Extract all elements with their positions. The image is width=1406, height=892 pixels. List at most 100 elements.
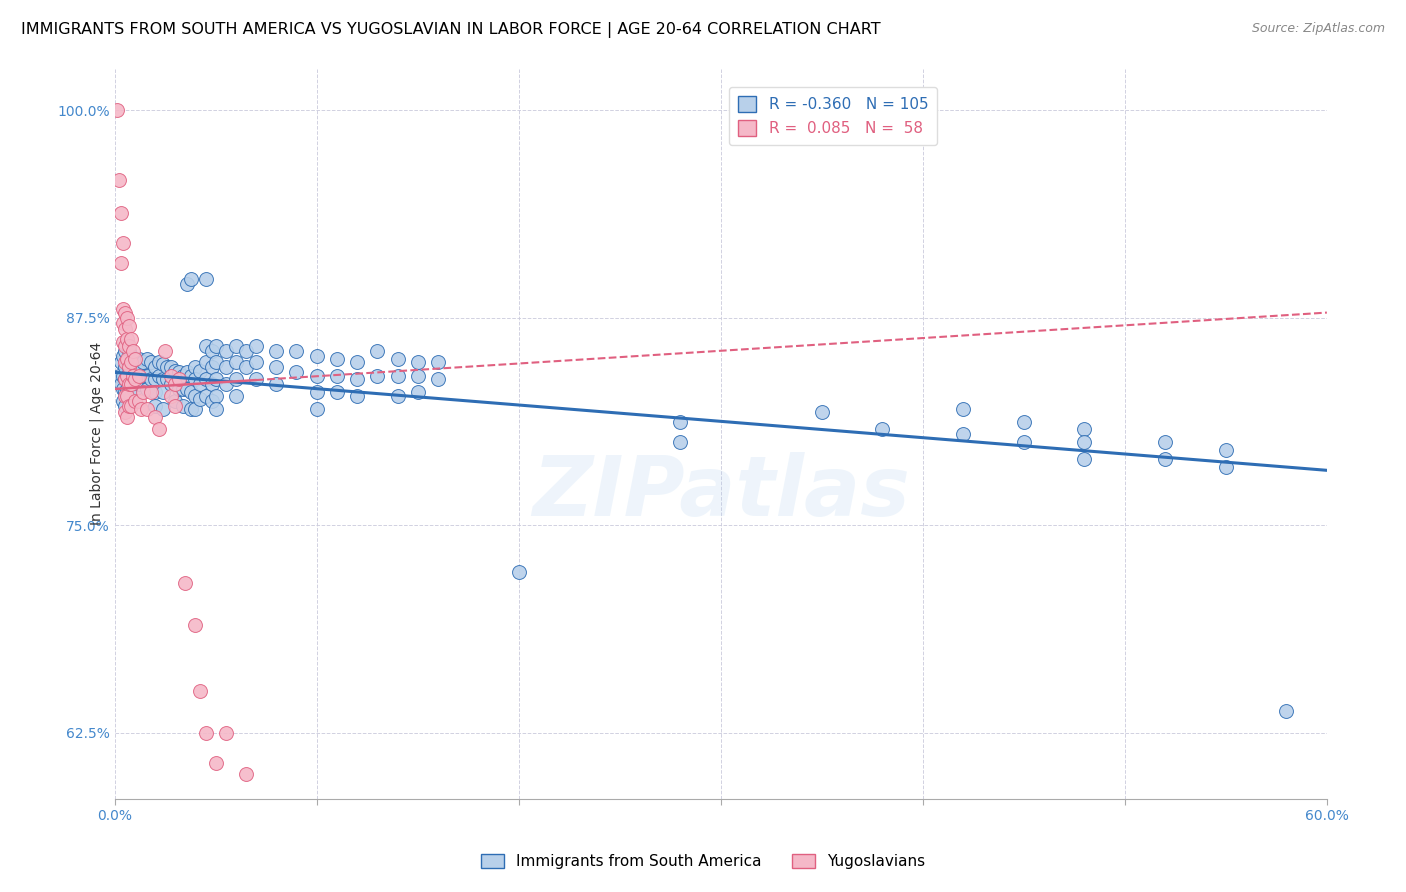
Point (169, 365, 191, 379)
Point (245, 372, 267, 386)
Point (1073, 435, 1095, 450)
Point (114, 305, 136, 319)
Point (346, 372, 368, 386)
Point (115, 339, 138, 353)
Point (1275, 704, 1298, 718)
Point (148, 355, 170, 369)
Point (326, 352, 349, 367)
Point (184, 372, 207, 386)
Point (326, 385, 349, 400)
Point (387, 389, 409, 403)
Text: ZIPatlas: ZIPatlas (531, 451, 910, 533)
Point (194, 339, 217, 353)
Point (204, 339, 226, 353)
Point (201, 360, 224, 375)
Point (508, 565, 530, 579)
Point (120, 364, 142, 378)
Point (114, 399, 136, 413)
Point (114, 405, 136, 419)
Point (111, 335, 134, 350)
Point (118, 339, 141, 353)
Point (872, 422, 894, 436)
Text: IMMIGRANTS FROM SOUTH AMERICA VS YUGOSLAVIAN IN LABOR FORCE | AGE 20-64 CORRELAT: IMMIGRANTS FROM SOUTH AMERICA VS YUGOSLA… (21, 22, 880, 38)
Point (115, 410, 138, 425)
Point (120, 389, 142, 403)
Point (235, 360, 257, 375)
Point (124, 352, 146, 367)
Point (139, 385, 162, 400)
Point (225, 339, 247, 353)
Point (266, 343, 288, 358)
Point (120, 349, 142, 363)
Point (1154, 451, 1177, 466)
Point (156, 372, 179, 386)
Point (115, 368, 138, 383)
Point (121, 368, 143, 383)
Point (121, 343, 143, 358)
Point (160, 360, 183, 375)
Point (215, 725, 238, 739)
Point (184, 360, 207, 375)
Point (143, 372, 166, 386)
Point (305, 401, 328, 416)
Point (225, 389, 247, 403)
Point (120, 376, 142, 391)
Point (952, 426, 974, 441)
Point (204, 372, 226, 386)
Point (305, 349, 328, 363)
Point (111, 393, 134, 408)
Point (225, 355, 247, 369)
Point (114, 372, 136, 386)
Point (201, 343, 224, 358)
Point (215, 343, 238, 358)
Point (215, 360, 238, 375)
Point (194, 389, 217, 403)
Point (406, 368, 429, 383)
Point (114, 372, 136, 386)
Point (136, 382, 159, 396)
Point (1215, 443, 1237, 458)
Point (406, 385, 429, 400)
Point (387, 352, 409, 367)
Point (132, 385, 155, 400)
Point (143, 410, 166, 425)
Point (121, 382, 143, 396)
Point (118, 372, 141, 386)
Point (188, 376, 211, 391)
Point (1215, 460, 1237, 475)
Point (115, 352, 138, 367)
Point (115, 382, 138, 396)
Point (111, 235, 134, 250)
Point (176, 277, 198, 292)
Point (128, 368, 150, 383)
Point (115, 368, 138, 383)
Point (114, 339, 136, 353)
Point (105, 103, 128, 117)
Point (180, 272, 202, 286)
Point (111, 368, 134, 383)
Point (124, 355, 146, 369)
Point (169, 382, 191, 396)
Point (366, 368, 388, 383)
Point (180, 385, 202, 400)
Point (1012, 435, 1035, 450)
Point (194, 272, 217, 286)
Point (204, 401, 226, 416)
Point (194, 372, 217, 386)
Point (669, 415, 692, 429)
Point (139, 372, 162, 386)
Point (160, 376, 183, 391)
Point (136, 368, 159, 383)
Point (188, 392, 211, 406)
Point (169, 372, 191, 386)
Y-axis label: In Labor Force | Age 20-64: In Labor Force | Age 20-64 (89, 343, 104, 525)
Point (107, 368, 129, 383)
Point (118, 399, 141, 413)
Point (172, 399, 194, 413)
Point (366, 343, 388, 358)
Point (235, 343, 257, 358)
Point (156, 360, 179, 375)
Point (174, 576, 197, 591)
Point (111, 349, 134, 363)
Point (165, 376, 187, 391)
